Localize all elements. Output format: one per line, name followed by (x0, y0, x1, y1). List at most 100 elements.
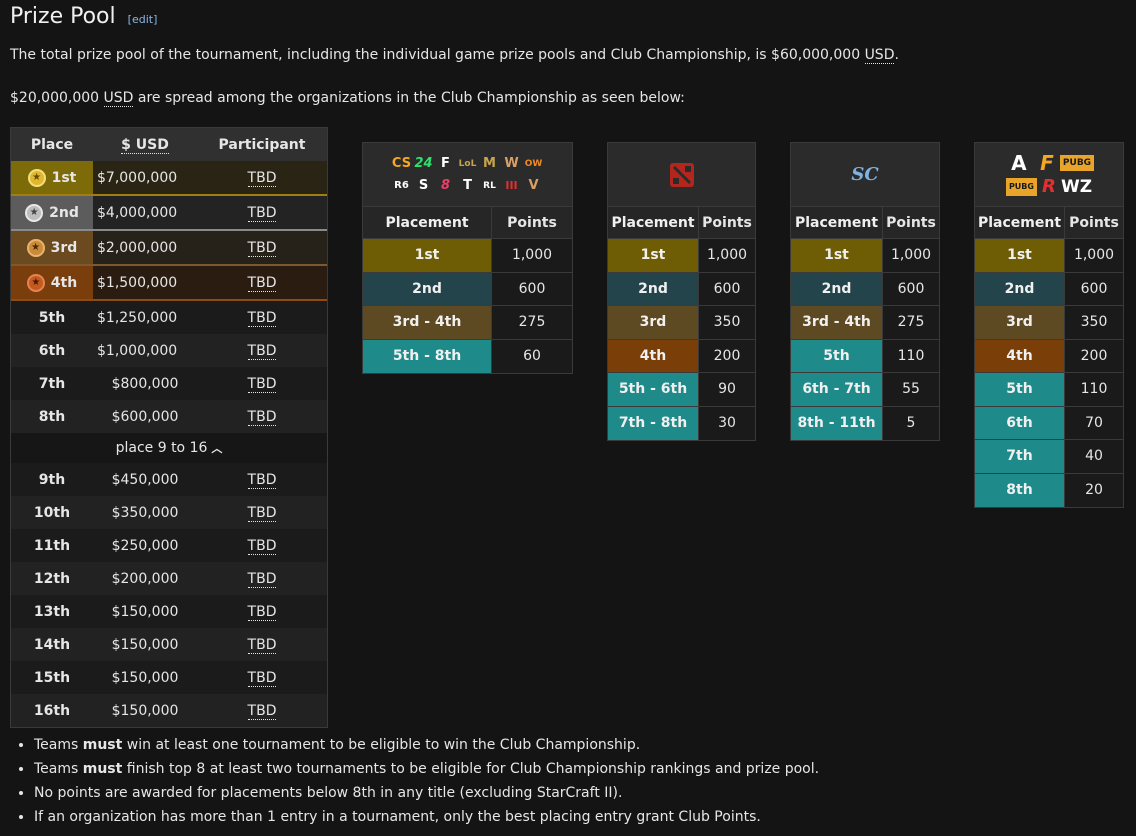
place-cell: ★ 3rd (11, 231, 93, 264)
participant-tbd[interactable]: TBD (247, 702, 277, 720)
participant-cell: TBD (197, 274, 327, 292)
logo-row-top: CS 24 F LoL M W OW (391, 153, 545, 175)
participant-cell: TBD (197, 669, 327, 687)
points-cell: 275 (882, 306, 939, 339)
placement-cell: 4th (608, 339, 698, 372)
intro-text-end: are spread among the organizations in th… (133, 90, 685, 106)
header-place: Place (30, 136, 74, 153)
expand-places-toggle[interactable]: place 9 to 16 ︿ (11, 433, 327, 463)
points-table-starcraft: SC Placement Points 1st 1,000 2nd 600 3r… (790, 142, 940, 441)
participant-tbd[interactable]: TBD (247, 570, 277, 588)
dota-game-icon (669, 162, 694, 187)
game-logos: CS 24 F LoL M W OW R6 S 8 T RL III V (363, 143, 572, 207)
points-table-battle-royale: A F PUBG PUBG R WZ Placement Points 1st … (974, 142, 1124, 508)
participant-tbd[interactable]: TBD (247, 169, 277, 187)
points-header: Placement Points (608, 207, 755, 239)
points-cell: 20 (1064, 473, 1123, 507)
cs-game-icon: CS (391, 156, 412, 171)
placement-cell: 5th (975, 373, 1064, 406)
points-row: 4th 200 (608, 339, 755, 373)
game-logos: A F PUBG PUBG R WZ (975, 143, 1123, 207)
participant-tbd[interactable]: TBD (247, 408, 277, 426)
points-header: Placement Points (363, 207, 572, 239)
place-cell: ★ 1st (11, 161, 93, 194)
placement-cell: 6th - 7th (791, 373, 882, 406)
prize-table-header: Place $ USD Participant (11, 128, 327, 161)
lol-game-icon: LoL (458, 158, 477, 169)
placement-cell: 1st (363, 239, 491, 272)
placement-cell: 2nd (975, 272, 1064, 305)
points-row: 6th - 7th 55 (791, 373, 939, 407)
intro-paragraph-2: $20,000,000 USD are spread among the org… (10, 90, 685, 107)
prize-amount: $1,000,000 (97, 342, 178, 359)
participant-tbd[interactable]: TBD (247, 309, 277, 327)
note-text: finish top 8 at least two tournaments to… (122, 761, 820, 777)
participant-tbd[interactable]: TBD (247, 342, 277, 360)
r6-game-icon: R6 (394, 180, 409, 191)
note-text: win at least one tournament to be eligib… (122, 737, 641, 753)
prize-amount: $450,000 (111, 471, 179, 488)
participant-tbd[interactable]: TBD (247, 603, 277, 621)
placement-cell: 1st (975, 239, 1064, 272)
hok-game-icon: W (504, 156, 519, 171)
points-cell: 275 (491, 306, 572, 339)
game-logos (608, 143, 755, 207)
note-text: Teams (34, 761, 83, 777)
points-row: 5th 110 (975, 373, 1123, 407)
header-usd: $ USD (93, 136, 197, 154)
points-row: 8th 20 (975, 473, 1123, 507)
points-row: 1st 1,000 (363, 239, 572, 273)
overwatch-game-icon: OW (524, 158, 543, 169)
participant-tbd[interactable]: TBD (247, 204, 277, 222)
participant-tbd[interactable]: TBD (247, 471, 277, 489)
points-cell: 350 (1064, 306, 1123, 339)
place-label: 2nd (49, 204, 79, 221)
points-header: Placement Points (975, 207, 1123, 239)
intro-text-end: . (894, 47, 899, 63)
table-row: ★ 3rd $2,000,000 TBD (11, 231, 327, 266)
points-cell: 55 (882, 373, 939, 406)
header-points: Points (491, 207, 572, 238)
participant-cell: TBD (197, 504, 327, 522)
header-placement: Placement (977, 214, 1062, 231)
place-label: 7th (38, 375, 66, 392)
points-row: 7th - 8th 30 (608, 406, 755, 440)
placement-cell: 2nd (363, 272, 491, 305)
pubg-mobile-game-icon: PUBG (1005, 177, 1037, 196)
placement-cell: 3rd - 4th (791, 306, 882, 339)
points-row: 3rd 350 (608, 306, 755, 340)
edit-link[interactable]: edit (131, 13, 154, 26)
participant-tbd[interactable]: TBD (247, 239, 277, 257)
participant-tbd[interactable]: TBD (247, 636, 277, 654)
place-label: 3rd (50, 239, 78, 256)
participant-cell: TBD (197, 309, 327, 327)
participant-cell: TBD (197, 204, 327, 222)
participant-tbd[interactable]: TBD (247, 537, 277, 555)
participant-cell: TBD (197, 408, 327, 426)
header-usd-label[interactable]: $ USD (121, 136, 169, 154)
warzone-game-icon: WZ (1060, 176, 1093, 197)
usd-abbr[interactable]: USD (864, 47, 895, 64)
edit-link-wrapper: [edit] (127, 13, 158, 26)
note-text: If an organization has more than 1 entry… (34, 809, 761, 825)
participant-cell: TBD (197, 570, 327, 588)
free-fire-game-icon: F (1040, 150, 1054, 175)
silver-medal-icon: ★ (25, 203, 44, 222)
points-row: 1st 1,000 (791, 239, 939, 273)
participant-tbd[interactable]: TBD (247, 375, 277, 393)
table-row: 5th $1,250,000 TBD (11, 301, 327, 334)
logo-row-bottom: PUBG R WZ (1005, 175, 1093, 199)
prize-amount: $150,000 (111, 603, 179, 620)
prize-amount: $4,000,000 (97, 204, 178, 221)
intro-text: $20,000,000 (10, 90, 104, 106)
participant-tbd[interactable]: TBD (247, 669, 277, 687)
points-cell: 200 (698, 339, 755, 372)
points-cell: 70 (1064, 406, 1123, 439)
usd-abbr[interactable]: USD (103, 90, 134, 107)
placement-cell: 5th (791, 339, 882, 372)
participant-tbd[interactable]: TBD (247, 274, 277, 292)
placement-cell: 7th (975, 440, 1064, 473)
points-cell: 60 (491, 339, 572, 373)
participant-tbd[interactable]: TBD (247, 504, 277, 522)
gold-medal-icon: ★ (27, 168, 46, 187)
